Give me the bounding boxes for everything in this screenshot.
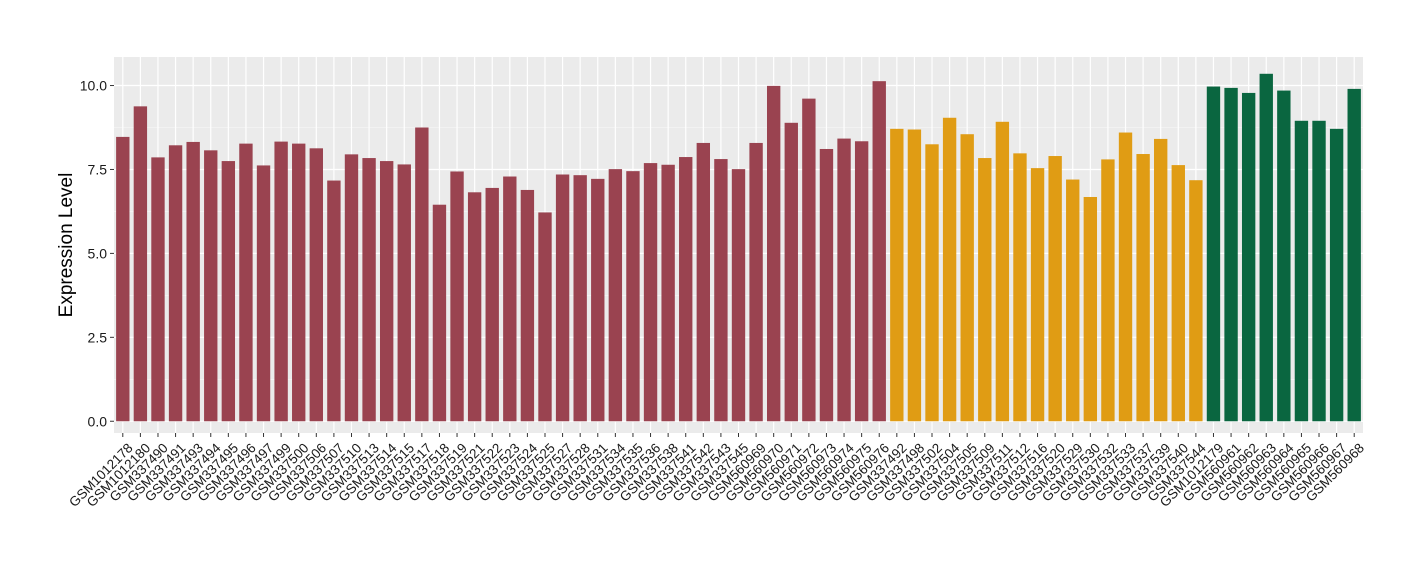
bar-GSM337509 [978, 158, 992, 422]
bar-GSM337528 [573, 175, 587, 422]
bar-GSM337533 [1118, 132, 1133, 422]
bar-GSM560963 [1259, 73, 1273, 422]
bar-GSM337536 [643, 163, 658, 422]
bar-GSM337537 [1136, 154, 1150, 422]
bar-GSM560970 [766, 85, 781, 422]
bar-GSM560969 [749, 142, 763, 422]
bar-GSM337519 [450, 171, 464, 422]
bar-GSM337523 [503, 176, 517, 422]
bar-GSM337529 [1066, 179, 1080, 422]
bar-GSM337491 [168, 145, 183, 422]
y-tick-label: 7.5 [88, 161, 108, 177]
bar-GSM560964 [1277, 90, 1291, 422]
bar-GSM337507 [327, 180, 341, 422]
y-tick-label: 5.0 [88, 245, 108, 261]
y-axis-label: Expression Level [56, 173, 77, 318]
bar-GSM337497 [256, 165, 271, 422]
bar-GSM337534 [608, 169, 623, 422]
bar-GSM1012178 [116, 136, 130, 422]
bar-GSM337540 [1171, 165, 1185, 422]
bar-GSM337535 [626, 171, 640, 422]
bar-GSM337542 [696, 142, 711, 422]
bar-GSM337517 [415, 127, 429, 422]
bar-GSM337530 [1083, 196, 1098, 422]
bar-GSM337521 [467, 192, 482, 422]
bar-GSM337538 [661, 164, 675, 422]
bar-GSM337541 [679, 157, 693, 422]
bar-GSM337527 [555, 174, 570, 422]
bar-GSM560967 [1329, 128, 1344, 422]
bar-GSM337499 [274, 141, 288, 422]
bars [116, 73, 1361, 422]
bar-GSM560976 [872, 81, 886, 422]
bar-GSM560966 [1312, 120, 1326, 422]
bar-GSM337539 [1154, 138, 1168, 422]
bar-GSM337516 [1030, 168, 1045, 422]
bar-GSM560975 [854, 141, 869, 422]
bar-GSM337492 [890, 128, 904, 422]
bar-GSM337493 [186, 141, 200, 422]
bar-GSM337498 [907, 129, 922, 422]
bar-GSM337504 [942, 117, 957, 422]
bar-GSM1012180 [133, 106, 148, 422]
bar-GSM337505 [960, 134, 974, 422]
y-tick-label: 0.0 [88, 413, 108, 429]
bar-GSM337518 [432, 204, 447, 422]
bar-GSM337506 [309, 148, 323, 422]
bar-GSM337510 [344, 154, 359, 422]
bar-GSM1012179 [1206, 86, 1221, 422]
bar-GSM337490 [151, 157, 165, 422]
bar-GSM337496 [239, 143, 253, 422]
bar-GSM337543 [714, 159, 728, 422]
bar-GSM337525 [538, 212, 552, 422]
bar-GSM337524 [520, 189, 535, 422]
bar-GSM337515 [397, 164, 411, 422]
bar-GSM337500 [292, 143, 306, 422]
bar-GSM337545 [731, 169, 746, 422]
y-tick-label: 10.0 [80, 78, 107, 94]
bar-GSM560971 [784, 122, 798, 422]
bar-GSM560973 [819, 148, 834, 422]
bar-GSM337511 [995, 121, 1010, 422]
bar-GSM560974 [837, 138, 851, 422]
bar-GSM337514 [379, 161, 394, 422]
bar-GSM560962 [1241, 92, 1256, 422]
bar-GSM337502 [925, 144, 939, 422]
x-axis: GSM1012178GSM1012180GSM337490GSM337491GS… [66, 433, 1367, 510]
bar-GSM560968 [1347, 88, 1361, 422]
bar-GSM560961 [1224, 87, 1238, 422]
y-axis: 0.0 2.5 5.0 7.5 10.0 [80, 78, 114, 429]
bar-GSM337531 [591, 178, 605, 422]
bar-GSM337495 [221, 161, 236, 422]
bar-GSM560965 [1294, 120, 1309, 422]
bar-GSM337494 [204, 150, 218, 422]
bar-GSM337544 [1189, 180, 1203, 422]
y-tick-label: 2.5 [88, 329, 108, 345]
bar-GSM560972 [802, 98, 816, 422]
bar-GSM337512 [1013, 153, 1027, 422]
bar-GSM337532 [1101, 159, 1115, 422]
bar-GSM337522 [485, 187, 499, 422]
bar-GSM337513 [362, 158, 376, 422]
bar-GSM337520 [1048, 156, 1062, 422]
